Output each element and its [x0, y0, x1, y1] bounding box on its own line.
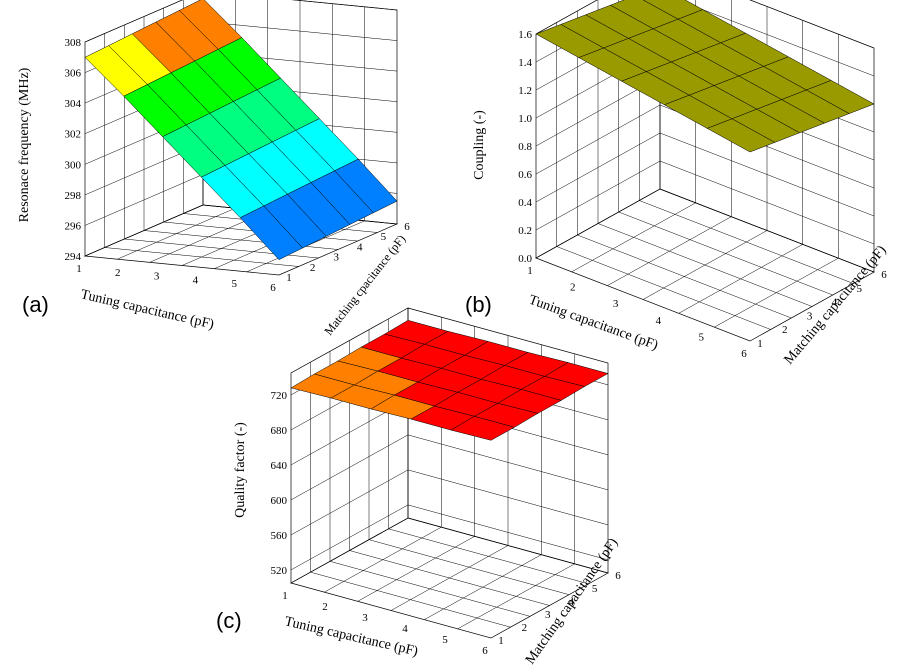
- x-tick-label: 5: [231, 278, 237, 290]
- y-axis-label: Matching capacitance (pF): [523, 536, 622, 668]
- x-tick-label: 5: [698, 331, 704, 343]
- surface-cell: [239, 205, 304, 261]
- y-tick-label: 4: [568, 596, 574, 608]
- z-tick-label: 0.0: [518, 253, 532, 265]
- z-tick-label: 560: [271, 530, 288, 542]
- z-tick-label: 294: [65, 251, 82, 263]
- y-tick-label: 1: [757, 338, 763, 350]
- z-tick-label: 1.2: [518, 85, 532, 97]
- x-tick-label: 2: [570, 282, 576, 294]
- x-tick-label: 4: [402, 623, 408, 635]
- x-tick-label: 1: [76, 263, 82, 275]
- z-tick-label: 1.6: [518, 29, 532, 41]
- y-axis-label: Matching capacitance (pF): [782, 243, 890, 368]
- z-axis-label: Coupling (-): [472, 110, 487, 180]
- floor-grid-line: [349, 550, 550, 606]
- floor-grid-line: [639, 200, 854, 284]
- y-tick-label: 2: [310, 262, 316, 274]
- y-tick-label: 2: [782, 324, 788, 336]
- panel-label: (a): [22, 292, 49, 317]
- surface-cell: [450, 416, 516, 441]
- wall-grid-line: [535, 188, 875, 273]
- z-tick-label: 600: [271, 495, 288, 507]
- z-axis-label: Quality factor (-): [233, 422, 248, 518]
- wall-grid-line: [535, 104, 875, 189]
- y-tick-label: 1: [498, 635, 504, 647]
- chart-2: 0.00.20.40.60.81.01.21.41.6123456123456C…: [465, 0, 890, 368]
- y-tick-label: 2: [522, 622, 528, 634]
- floor-grid-line: [388, 528, 589, 585]
- panel-label: (c): [216, 608, 242, 633]
- floor-grid-line: [618, 211, 833, 296]
- z-tick-label: 680: [271, 425, 288, 437]
- panel-label: (b): [465, 292, 492, 317]
- wall-grid-line: [535, 132, 875, 217]
- z-tick-label: 298: [65, 190, 82, 202]
- z-tick-label: 720: [271, 390, 288, 402]
- y-tick-label: 1: [286, 272, 292, 284]
- x-tick-label: 6: [741, 348, 747, 360]
- wall-grid-line: [290, 469, 609, 536]
- floor-grid-line: [597, 223, 813, 307]
- y-tick-label: 3: [545, 609, 551, 621]
- z-tick-label: 302: [65, 129, 82, 141]
- z-tick-label: 300: [65, 159, 82, 171]
- x-tick-label: 3: [154, 271, 160, 283]
- y-tick-label: 6: [615, 570, 621, 582]
- x-tick-label: 5: [442, 634, 448, 646]
- z-tick-label: 296: [65, 220, 82, 232]
- floor-grid-line: [368, 539, 570, 595]
- x-axis-label: Tuning capacitance (pF): [79, 287, 216, 332]
- y-tick-label: 4: [357, 241, 363, 253]
- y-tick-label: 5: [592, 583, 598, 595]
- x-tick-label: 4: [656, 315, 662, 327]
- z-tick-label: 0.8: [518, 141, 532, 153]
- z-tick-label: 0.2: [518, 225, 532, 237]
- x-tick-label: 3: [362, 612, 368, 624]
- surface-cell: [706, 118, 776, 153]
- x-tick-label: 1: [527, 265, 533, 277]
- wall-grid-line: [290, 434, 609, 501]
- x-axis-label: Tuning capacitance (pF): [527, 293, 661, 354]
- y-tick-label: 5: [381, 231, 387, 243]
- wall-grid-line: [290, 504, 609, 571]
- z-axis-label: Resonace frequency (MHz): [17, 67, 32, 222]
- z-tick-label: 1.4: [518, 57, 532, 69]
- wall-grid-line: [535, 0, 875, 49]
- floor-grid-line: [424, 554, 542, 620]
- x-tick-label: 2: [115, 267, 121, 279]
- z-tick-label: 640: [271, 460, 288, 472]
- x-tick-label: 6: [482, 645, 488, 657]
- x-tick-label: 2: [322, 601, 328, 613]
- z-tick-label: 308: [65, 37, 82, 49]
- x-axis-label: Tuning capacitance (pF): [283, 614, 420, 659]
- y-tick-label: 5: [856, 283, 862, 295]
- x-tick-label: 6: [270, 282, 276, 294]
- y-tick-label: 6: [881, 269, 887, 281]
- z-tick-label: 1.0: [518, 113, 532, 125]
- z-tick-label: 306: [65, 68, 82, 80]
- y-tick-label: 3: [333, 252, 339, 264]
- y-tick-label: 4: [832, 297, 838, 309]
- z-tick-label: 0.6: [518, 169, 532, 181]
- x-tick-label: 4: [193, 274, 199, 286]
- z-tick-label: 304: [65, 98, 82, 110]
- x-tick-label: 1: [282, 590, 288, 602]
- y-axis-label: Matching cpacitance (pF): [321, 232, 408, 338]
- x-tick-label: 3: [613, 298, 619, 310]
- z-tick-label: 0.4: [518, 197, 532, 209]
- y-tick-label: 3: [807, 310, 813, 322]
- y-tick-label: 6: [404, 221, 410, 233]
- wall-grid-line: [84, 0, 398, 43]
- z-tick-label: 520: [271, 565, 288, 577]
- floor-grid-line: [678, 244, 803, 314]
- wall-grid-line: [535, 160, 875, 245]
